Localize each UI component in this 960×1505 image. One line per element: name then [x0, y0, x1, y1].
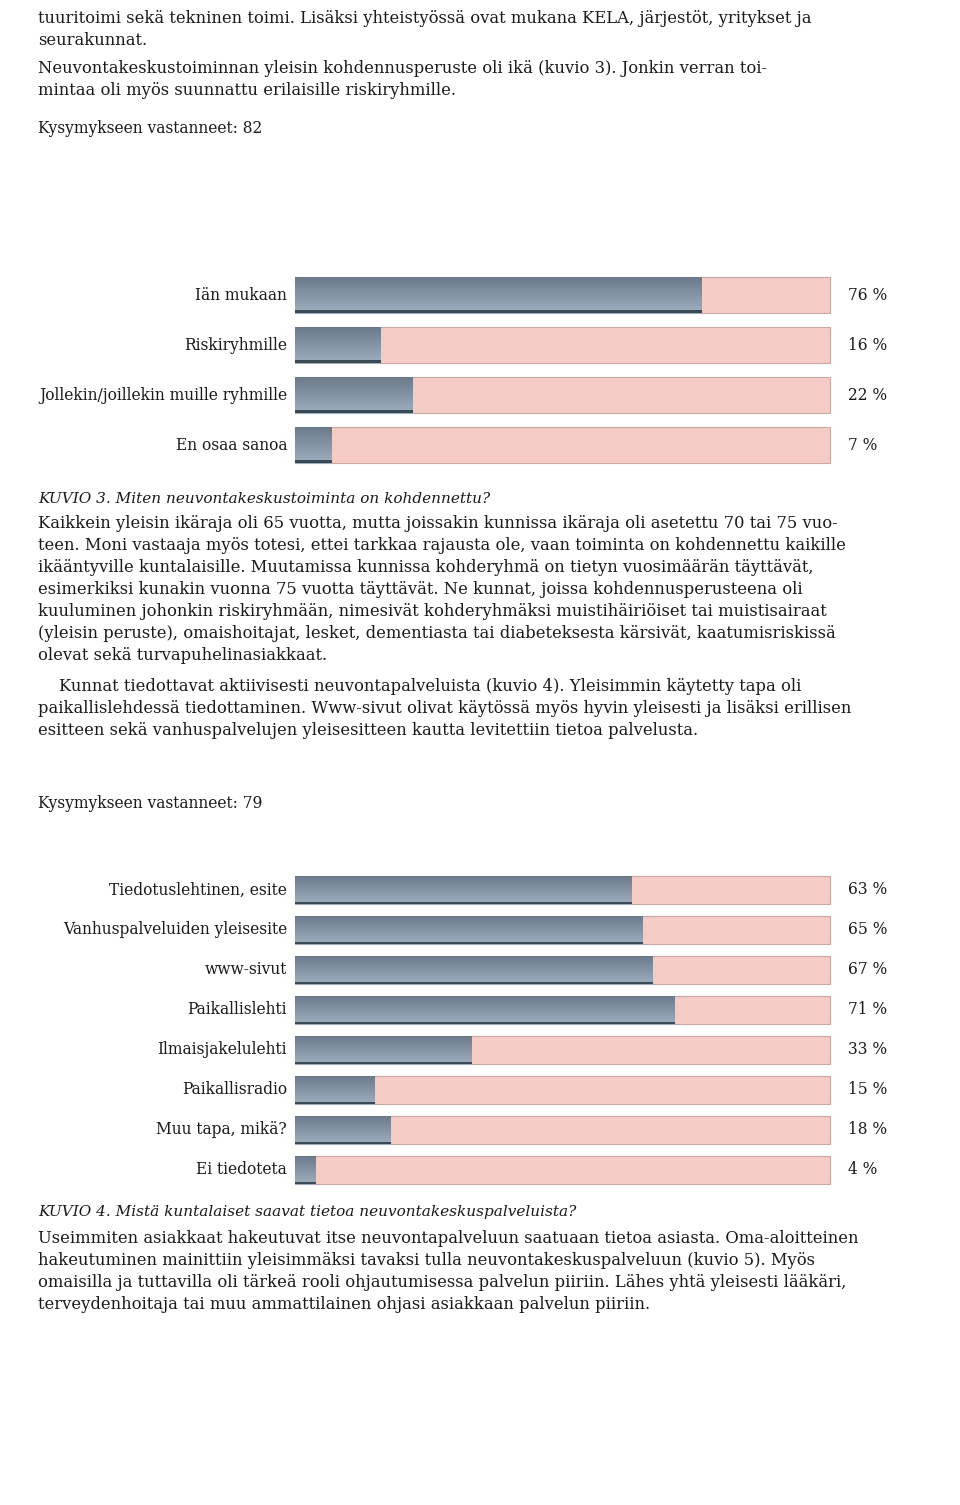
Text: 65 %: 65 %: [848, 921, 887, 939]
Text: 15 %: 15 %: [848, 1082, 887, 1099]
Bar: [295, 277, 830, 313]
Text: terveydenhoitaja tai muu ammattilainen ohjasi asiakkaan palvelun piiriin.: terveydenhoitaja tai muu ammattilainen o…: [38, 1296, 650, 1312]
Text: Kysymykseen vastanneet: 79: Kysymykseen vastanneet: 79: [38, 795, 262, 813]
Text: 33 %: 33 %: [848, 1041, 887, 1058]
Bar: [295, 983, 654, 984]
Bar: [295, 1156, 830, 1184]
Text: hakeutuminen mainittiin yleisimmäksi tavaksi tulla neuvontakeskuspalveluun (kuvi: hakeutuminen mainittiin yleisimmäksi tav…: [38, 1252, 815, 1269]
Bar: [295, 942, 643, 945]
Text: Neuvontakeskustoiminnan yleisin kohdennusperuste oli ikä (kuvio 3). Jonkin verra: Neuvontakeskustoiminnan yleisin kohdennu…: [38, 60, 767, 77]
Text: Ilmaisjakelulehti: Ilmaisjakelulehti: [157, 1041, 287, 1058]
Text: Muu tapa, mikä?: Muu tapa, mikä?: [156, 1121, 287, 1138]
Bar: [295, 1076, 830, 1105]
Text: tuuritoimi sekä tekninen toimi. Lisäksi yhteistyössä ovat mukana KELA, järjestöt: tuuritoimi sekä tekninen toimi. Lisäksi …: [38, 11, 811, 27]
Text: Iän mukaan: Iän mukaan: [195, 286, 287, 304]
Text: Kysymykseen vastanneet: 82: Kysymykseen vastanneet: 82: [38, 120, 262, 137]
Text: 4 %: 4 %: [848, 1162, 877, 1178]
Text: 18 %: 18 %: [848, 1121, 887, 1138]
Bar: [295, 310, 702, 313]
Text: (yleisin peruste), omaishoitajat, lesket, dementiasta tai diabeteksesta kärsivät: (yleisin peruste), omaishoitajat, lesket…: [38, 625, 836, 643]
Bar: [295, 1035, 830, 1064]
Text: KUVIO 4. Mistä kuntalaiset saavat tietoa neuvontakeskuspalveluista?: KUVIO 4. Mistä kuntalaiset saavat tietoa…: [38, 1206, 576, 1219]
Text: teen. Moni vastaaja myös totesi, ettei tarkkaa rajausta ole, vaan toiminta on ko: teen. Moni vastaaja myös totesi, ettei t…: [38, 537, 846, 554]
Bar: [295, 376, 830, 412]
Text: Jollekin/joillekin muille ryhmille: Jollekin/joillekin muille ryhmille: [38, 387, 287, 403]
Bar: [295, 1115, 830, 1144]
Bar: [295, 996, 830, 1025]
Text: esitteen sekä vanhuspalvelujen yleisesitteen kautta levitettiin tietoa palvelust: esitteen sekä vanhuspalvelujen yleisesit…: [38, 722, 698, 739]
Text: 76 %: 76 %: [848, 286, 887, 304]
Text: KUVIO 3. Miten neuvontakeskustoiminta on kohdennettu?: KUVIO 3. Miten neuvontakeskustoiminta on…: [38, 492, 491, 506]
Bar: [295, 327, 830, 363]
Text: kuuluminen johonkin riskiryhmään, nimesivät kohderyhmäksi muistihäiriöiset tai m: kuuluminen johonkin riskiryhmään, nimesi…: [38, 604, 827, 620]
Bar: [295, 1102, 375, 1105]
Text: Kaikkein yleisin ikäraja oli 65 vuotta, mutta joissakin kunnissa ikäraja oli ase: Kaikkein yleisin ikäraja oli 65 vuotta, …: [38, 515, 838, 531]
Text: www-sivut: www-sivut: [204, 962, 287, 978]
Bar: [295, 1183, 317, 1184]
Bar: [295, 876, 830, 905]
Text: mintaa oli myös suunnattu erilaisille riskiryhmille.: mintaa oli myös suunnattu erilaisille ri…: [38, 81, 456, 99]
Text: Vanhuspalveluiden yleisesite: Vanhuspalveluiden yleisesite: [62, 921, 287, 939]
Text: Tiedotuslehtinen, esite: Tiedotuslehtinen, esite: [109, 882, 287, 898]
Bar: [295, 915, 830, 945]
Text: Useimmiten asiakkaat hakeutuvat itse neuvontapalveluun saatuaan tietoa asiasta. : Useimmiten asiakkaat hakeutuvat itse neu…: [38, 1230, 858, 1248]
Bar: [295, 361, 380, 363]
Text: Paikallisradio: Paikallisradio: [181, 1082, 287, 1099]
Text: seurakunnat.: seurakunnat.: [38, 32, 147, 50]
Text: olevat sekä turvapuhelinasiakkaat.: olevat sekä turvapuhelinasiakkaat.: [38, 647, 327, 664]
Text: Kunnat tiedottavat aktiivisesti neuvontapalveluista (kuvio 4). Yleisimmin käytet: Kunnat tiedottavat aktiivisesti neuvonta…: [38, 677, 802, 695]
Bar: [295, 461, 332, 464]
Bar: [295, 1022, 675, 1025]
Bar: [295, 411, 413, 412]
Bar: [295, 1063, 471, 1064]
Bar: [295, 1142, 392, 1144]
Text: 67 %: 67 %: [848, 962, 887, 978]
Text: Ei tiedoteta: Ei tiedoteta: [196, 1162, 287, 1178]
Text: 16 %: 16 %: [848, 337, 887, 354]
Text: 71 %: 71 %: [848, 1001, 887, 1019]
Text: 7 %: 7 %: [848, 436, 877, 453]
Text: paikallislehdessä tiedottaminen. Www-sivut olivat käytössä myös hyvin yleisesti : paikallislehdessä tiedottaminen. Www-siv…: [38, 700, 852, 716]
Text: En osaa sanoa: En osaa sanoa: [176, 436, 287, 453]
Text: Riskiryhmille: Riskiryhmille: [184, 337, 287, 354]
Text: Paikallislehti: Paikallislehti: [187, 1001, 287, 1019]
Text: esimerkiksi kunakin vuonna 75 vuotta täyttävät. Ne kunnat, joissa kohdennusperus: esimerkiksi kunakin vuonna 75 vuotta täy…: [38, 581, 803, 597]
Text: ikääntyville kuntalaisille. Muutamissa kunnissa kohderyhmä on tietyn vuosimäärän: ikääntyville kuntalaisille. Muutamissa k…: [38, 558, 813, 576]
Text: 63 %: 63 %: [848, 882, 887, 898]
Bar: [295, 427, 830, 464]
Bar: [295, 956, 830, 984]
Text: 22 %: 22 %: [848, 387, 887, 403]
Bar: [295, 903, 632, 905]
Text: omaisilla ja tuttavilla oli tärkeä rooli ohjautumisessa palvelun piiriin. Lähes : omaisilla ja tuttavilla oli tärkeä rooli…: [38, 1275, 847, 1291]
